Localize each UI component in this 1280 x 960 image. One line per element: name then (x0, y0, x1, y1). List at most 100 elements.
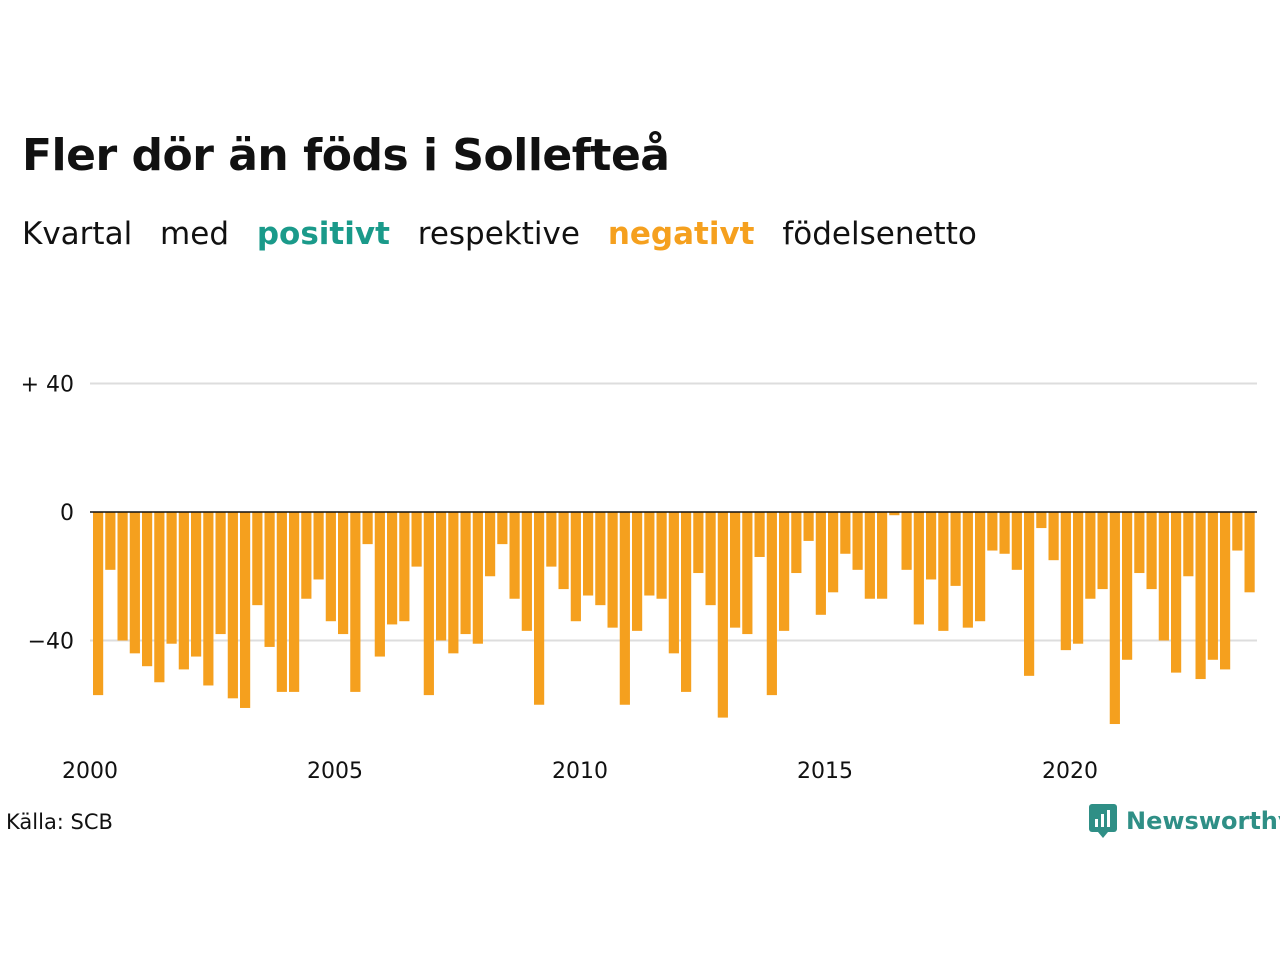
bar (387, 512, 398, 625)
bar (411, 512, 422, 567)
y-axis-ticks: + 40 0 −40 (21, 373, 74, 655)
bar (1085, 512, 1096, 599)
bar (828, 512, 839, 593)
bar (938, 512, 949, 631)
bar (472, 512, 483, 644)
bar (644, 512, 655, 596)
bar (1220, 512, 1231, 670)
bar (987, 512, 998, 551)
bar (1060, 512, 1071, 651)
bar (852, 512, 863, 570)
bar (681, 512, 692, 692)
x-tick-label: 2020 (1042, 759, 1098, 784)
chart-title: Fler dör än föds i Sollefteå (22, 130, 670, 181)
bar (1024, 512, 1035, 676)
bar (1048, 512, 1059, 561)
bar (497, 512, 508, 545)
y-tick-label: + 40 (21, 373, 74, 398)
bar (803, 512, 814, 541)
brand-logo: Newsworthy (1088, 803, 1280, 839)
subtitle-word: med (160, 216, 229, 252)
bar (1244, 512, 1255, 593)
bar (889, 512, 900, 516)
bar (864, 512, 875, 599)
bar (215, 512, 226, 635)
bar (1232, 512, 1243, 551)
bar (227, 512, 238, 699)
bar (509, 512, 520, 599)
bar (142, 512, 153, 667)
bar (534, 512, 545, 705)
bar (423, 512, 434, 696)
bar (374, 512, 385, 657)
bar (558, 512, 569, 590)
bar (1122, 512, 1133, 660)
bar (105, 512, 116, 570)
bar (117, 512, 128, 641)
bar (301, 512, 312, 599)
bar (619, 512, 630, 705)
bar (632, 512, 643, 631)
bar (252, 512, 263, 606)
bar (693, 512, 704, 574)
newsworthy-logo-icon (1089, 804, 1117, 838)
bar (962, 512, 973, 628)
bar (289, 512, 300, 692)
bar (521, 512, 532, 631)
bar (485, 512, 496, 577)
bar (668, 512, 679, 654)
bar (1183, 512, 1194, 577)
bar (975, 512, 986, 622)
bar (191, 512, 202, 657)
bar (595, 512, 606, 606)
legend-negative: negativt (607, 216, 755, 252)
bar (154, 512, 165, 683)
chart-subtitle: Kvartal med positivt respektive negativt… (22, 216, 995, 252)
bar (264, 512, 275, 647)
bar (546, 512, 557, 567)
bar (1097, 512, 1108, 590)
bar (399, 512, 410, 622)
bar (129, 512, 140, 654)
bar (313, 512, 324, 580)
bar (93, 512, 104, 696)
bar (815, 512, 826, 615)
x-axis-ticks: 2000 2005 2010 2015 2020 (62, 759, 1098, 784)
bar (607, 512, 618, 628)
bars (93, 512, 1255, 725)
source-note: Källa: SCB (6, 810, 113, 834)
x-tick-label: 2000 (62, 759, 118, 784)
bar (448, 512, 459, 654)
bar (950, 512, 961, 586)
bar (730, 512, 741, 628)
bar (926, 512, 937, 580)
bar (705, 512, 716, 606)
bar (766, 512, 777, 696)
bar (240, 512, 251, 708)
subtitle-word: respektive (417, 216, 580, 252)
bar (877, 512, 888, 599)
bar (583, 512, 594, 596)
bar (178, 512, 189, 670)
x-tick-label: 2010 (552, 759, 608, 784)
subtitle-word: Kvartal (22, 216, 133, 252)
bar (999, 512, 1010, 554)
x-tick-label: 2015 (797, 759, 853, 784)
bar (1109, 512, 1120, 725)
bar (1207, 512, 1218, 660)
bar (1073, 512, 1084, 644)
subtitle-word: födelsenetto (782, 216, 977, 252)
bar (350, 512, 361, 692)
bar (717, 512, 728, 718)
brand-name: Newsworthy (1126, 807, 1280, 835)
x-tick-label: 2005 (307, 759, 363, 784)
bar (570, 512, 581, 622)
bar (840, 512, 851, 554)
bar (1158, 512, 1169, 641)
bar (1146, 512, 1157, 590)
bar (166, 512, 177, 644)
bar (901, 512, 912, 570)
bar (1195, 512, 1206, 680)
bar (203, 512, 214, 686)
